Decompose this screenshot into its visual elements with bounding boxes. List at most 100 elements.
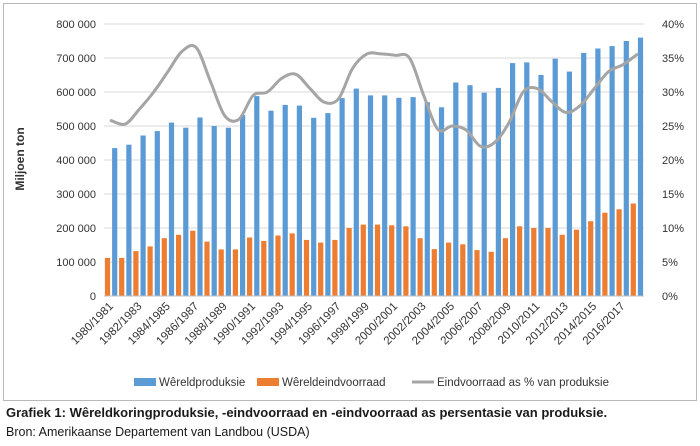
y2-tick-label: 30% — [662, 87, 684, 99]
y-tick-label: 200 000 — [56, 223, 96, 235]
bar-ending-stocks — [389, 225, 395, 296]
bar-production — [382, 95, 388, 297]
bar-production — [467, 85, 473, 296]
bar-production — [282, 104, 288, 297]
bar-production — [211, 126, 217, 296]
bar-production — [595, 48, 601, 296]
bar-ending-stocks — [417, 238, 423, 296]
bar-production — [339, 98, 345, 296]
bar-ending-stocks — [588, 221, 594, 296]
bar-ending-stocks — [602, 212, 608, 296]
bar-production — [552, 58, 558, 297]
bar-production — [126, 144, 132, 296]
bar-ending-stocks — [474, 250, 480, 296]
y2-tick-label: 35% — [662, 53, 684, 65]
bar-ending-stocks — [545, 228, 551, 296]
bar-production — [453, 82, 459, 296]
y2-tick-label: 0% — [662, 291, 678, 303]
bar-production — [240, 115, 246, 296]
bar-ending-stocks — [218, 249, 224, 296]
bar-production — [311, 117, 317, 296]
bar-ending-stocks — [161, 238, 167, 296]
bar-production — [396, 97, 402, 296]
bar-ending-stocks — [517, 226, 523, 296]
legend: Wêreldproduksie Wêreldeindvoorraad Eindvoo… — [134, 377, 609, 389]
bar-ending-stocks — [332, 239, 338, 296]
bar-production — [183, 127, 189, 296]
bar-ending-stocks — [133, 251, 139, 296]
chart-svg: 0 100 000 200 000 300 000 400 000 500 000 600 … — [13, 19, 684, 389]
bar-ending-stocks — [190, 230, 196, 296]
bar-ending-stocks — [261, 240, 267, 296]
y2-tick-label: 5% — [662, 257, 678, 269]
bar-production — [154, 131, 160, 296]
bar-ending-stocks — [488, 251, 494, 296]
bar-ending-stocks — [460, 244, 466, 296]
x-axis: 1980/19811982/19831984/19851986/19871988… — [69, 295, 644, 347]
bar-ending-stocks — [360, 224, 366, 296]
bar-production — [112, 148, 118, 296]
bar-production — [609, 46, 615, 296]
y2-tick-label: 25% — [662, 121, 684, 133]
y-tick-label: 800 000 — [56, 19, 96, 31]
bar-production — [510, 63, 516, 296]
bar-production — [353, 88, 359, 296]
figure-caption: Grafiek 1: Wêreldkoringproduksie, -eindv… — [6, 405, 608, 420]
bar-ending-stocks — [531, 228, 537, 296]
bars — [104, 37, 644, 297]
bar-ending-stocks — [374, 224, 381, 296]
y2-tick-label: 20% — [662, 155, 684, 167]
y-tick-label: 300 000 — [56, 189, 96, 201]
bar-ending-stocks — [559, 234, 565, 296]
bar-ending-stocks — [346, 228, 352, 296]
bar-ending-stocks — [318, 242, 324, 296]
bar-production — [140, 135, 146, 296]
y2-tick-label: 40% — [662, 19, 684, 31]
bar-production — [197, 117, 203, 296]
y-tick-label: 100 000 — [56, 257, 96, 269]
bar-ending-stocks — [303, 239, 310, 296]
right-axis: 0% 5% 10% 15% 20% 25% 30% 35% 40% — [662, 19, 684, 303]
bar-ending-stocks — [176, 234, 182, 296]
bar-ending-stocks — [616, 209, 622, 296]
legend-label: Wêreldproduksie — [159, 377, 245, 389]
legend-label: Eindvoorraad as % van produksie — [437, 377, 609, 389]
bar-production — [367, 95, 374, 297]
bar-ending-stocks — [147, 246, 153, 296]
percentage-line — [109, 44, 639, 149]
bar-production — [623, 41, 629, 296]
bar-production — [296, 105, 302, 296]
y2-tick-label: 10% — [662, 223, 684, 235]
bar-production — [438, 107, 445, 296]
bar-production — [524, 62, 530, 297]
bar-production — [254, 96, 260, 296]
bar-ending-stocks — [573, 229, 580, 296]
bar-production — [566, 71, 572, 296]
bar-ending-stocks — [446, 242, 452, 296]
bar-production — [225, 127, 231, 296]
bar-ending-stocks — [502, 238, 508, 296]
bar-ending-stocks — [403, 226, 409, 296]
y2-tick-label: 15% — [662, 189, 684, 201]
figure-source: Bron: Amerikaanse Departement van Landbo… — [6, 425, 310, 439]
bar-ending-stocks — [289, 233, 295, 296]
bar-ending-stocks — [232, 249, 238, 296]
legend-label: Wêreldeindvoorraad — [282, 377, 386, 389]
bar-production — [168, 122, 175, 296]
bar-ending-stocks — [119, 257, 125, 296]
bar-ending-stocks — [204, 241, 210, 296]
bar-production — [424, 102, 430, 296]
y-tick-label: 600 000 — [56, 87, 96, 99]
left-axis: 0 100 000 200 000 300 000 400 000 500 000 600 … — [56, 19, 96, 303]
y-tick-label: 0 — [90, 291, 96, 303]
bar-production — [410, 97, 416, 296]
y-axis-title: Miljoen ton — [13, 127, 27, 190]
bar-ending-stocks — [104, 257, 111, 296]
bar-ending-stocks — [275, 235, 281, 296]
bar-production — [637, 37, 644, 296]
chart-frame: 0 100 000 200 000 300 000 400 000 500 000 600 … — [3, 3, 697, 401]
bar-production — [268, 110, 274, 296]
bar-ending-stocks — [630, 203, 636, 296]
bar-production — [538, 75, 544, 296]
bar-ending-stocks — [247, 237, 253, 296]
